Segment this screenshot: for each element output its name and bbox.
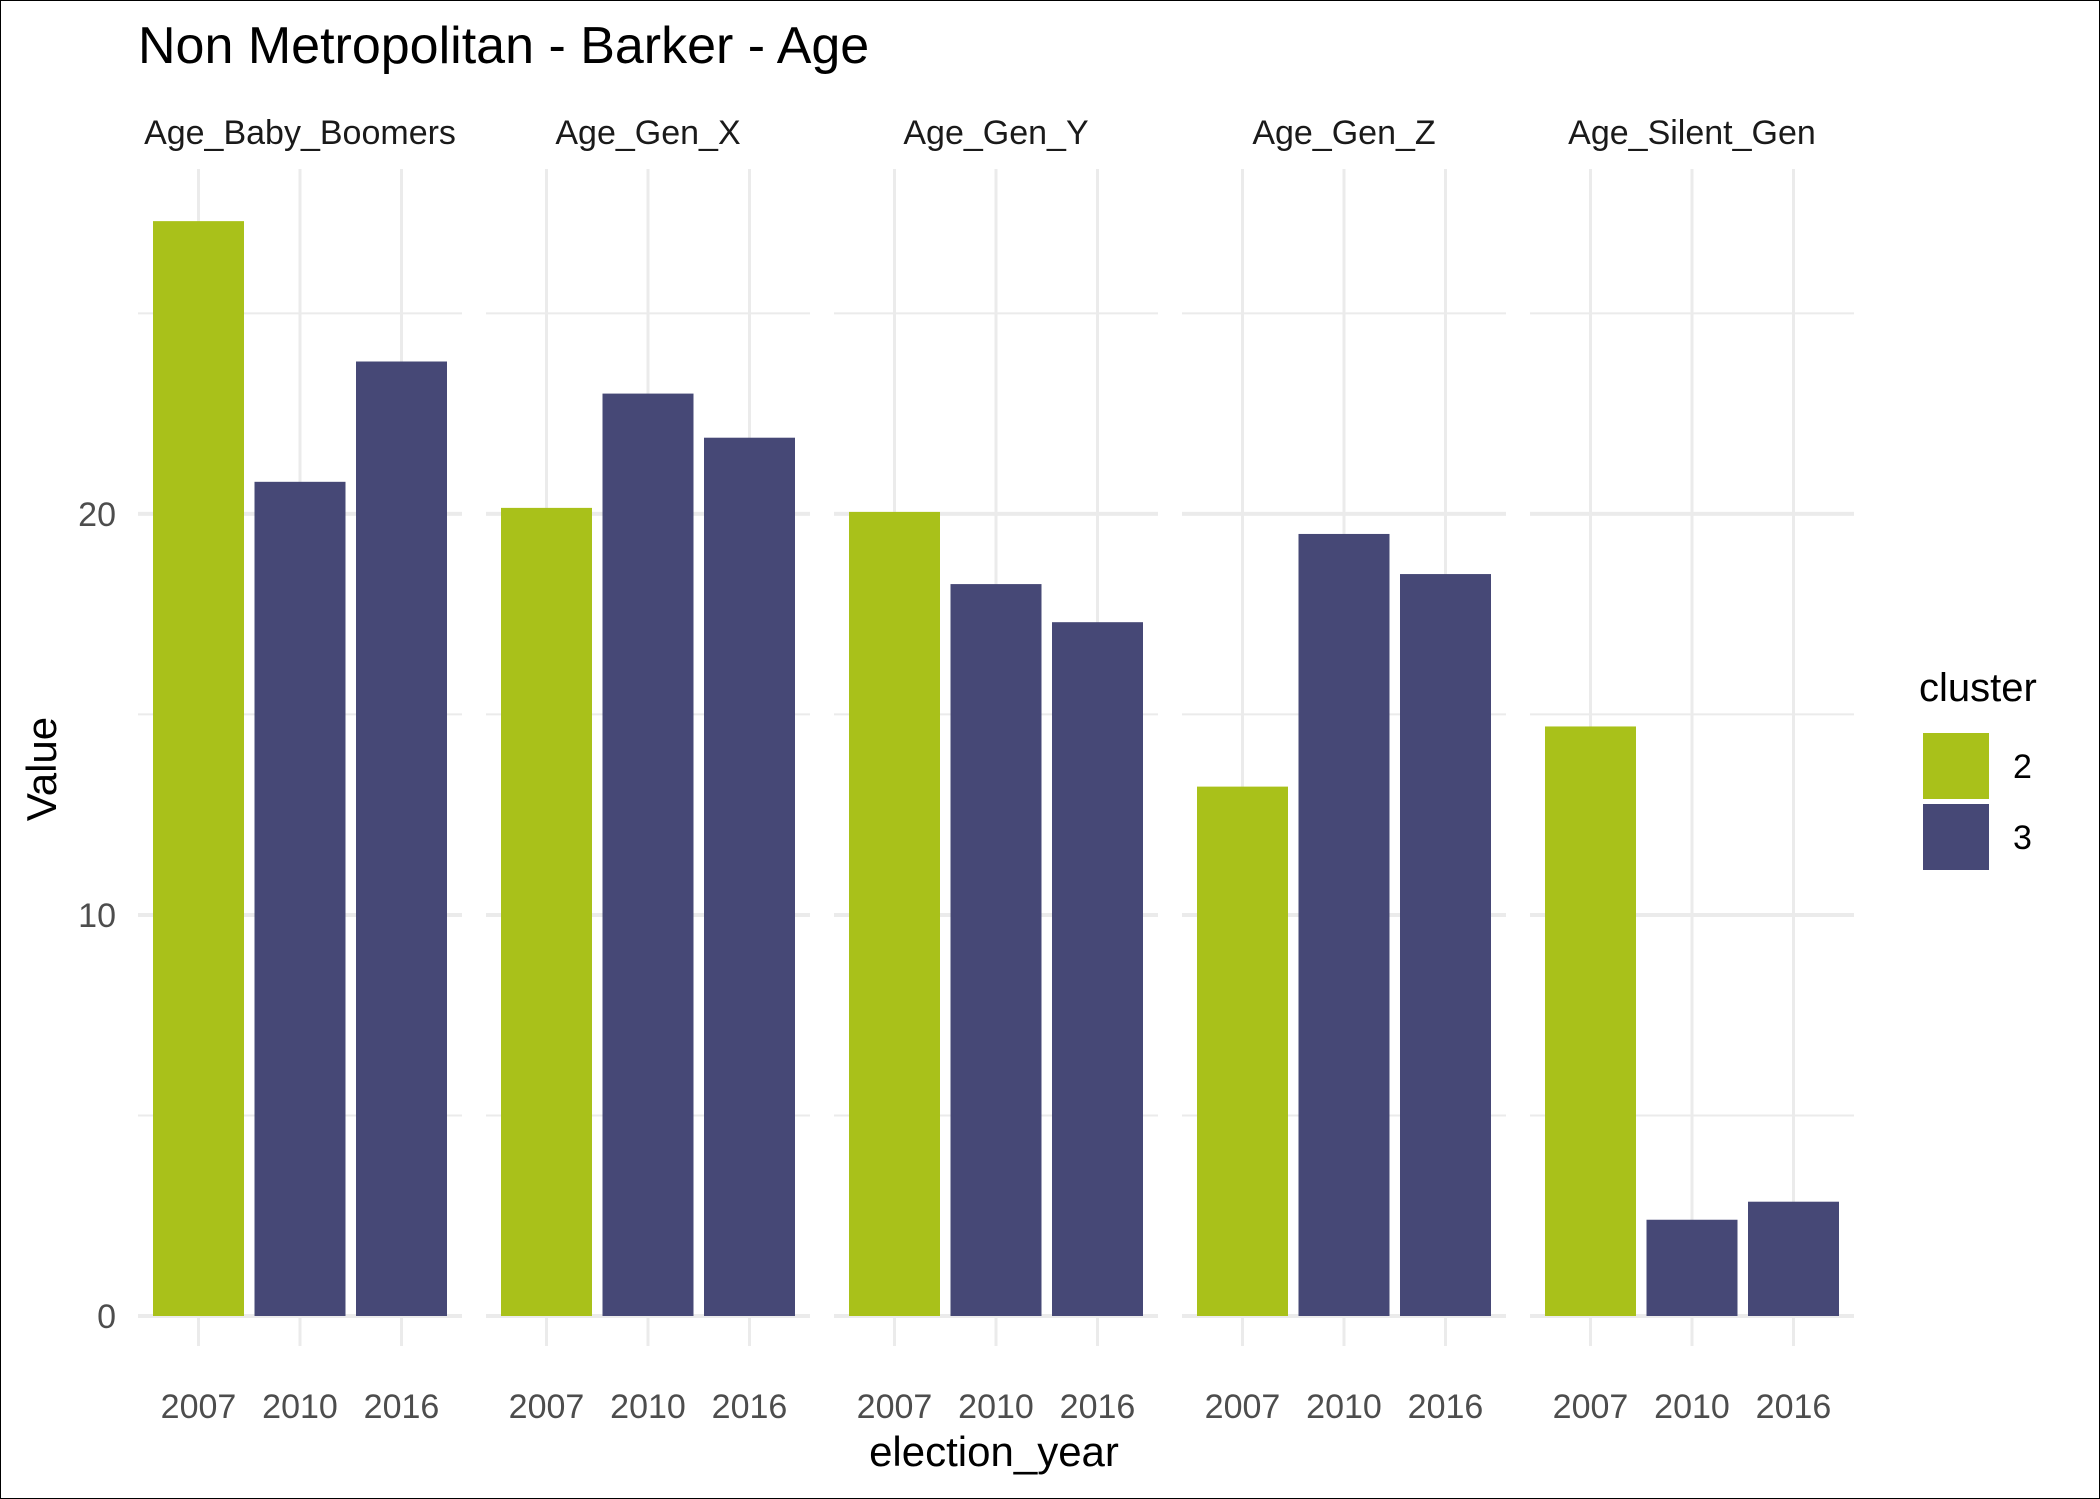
facet-label: Age_Gen_X — [555, 114, 740, 152]
bar-Age_Silent_Gen-2010 — [1646, 1219, 1738, 1316]
x-tick-label: 2016 — [712, 1388, 788, 1426]
legend-title: cluster — [1919, 666, 2037, 710]
y-tick-label: 0 — [97, 1298, 116, 1336]
bar-Age_Gen_Y-2007 — [849, 511, 940, 1316]
bar-Age_Gen_Z-2007 — [1197, 786, 1288, 1316]
x-tick-label: 2010 — [262, 1388, 338, 1426]
bar-Age_Gen_Z-2010 — [1298, 533, 1390, 1316]
facet-panels: 2007 2010 2016 Age_Baby_Boomers 2007 2010 2016… — [138, 114, 1854, 1426]
facet-label: Age_Gen_Y — [903, 114, 1088, 152]
bar-Age_Gen_Z-2016 — [1400, 574, 1491, 1316]
facet-panel: 2007 2010 2016 Age_Gen_Z — [1182, 114, 1506, 1426]
bar-Age_Gen_X-2010 — [602, 393, 694, 1316]
x-tick-label: 2007 — [1205, 1388, 1281, 1426]
x-tick-label: 2007 — [509, 1388, 585, 1426]
x-tick-label: 2016 — [364, 1388, 440, 1426]
x-tick-label: 2010 — [1306, 1388, 1382, 1426]
legend-swatch — [1923, 733, 1989, 799]
facet-label: Age_Gen_Z — [1252, 114, 1435, 152]
x-tick-label: 2010 — [958, 1388, 1034, 1426]
y-tick-label: 20 — [78, 496, 116, 534]
facet-label: Age_Baby_Boomers — [144, 114, 456, 152]
chart-title: Non Metropolitan - Barker - Age — [138, 17, 869, 75]
y-tick-label: 10 — [78, 897, 116, 935]
bar-Age_Gen_X-2016 — [704, 437, 795, 1317]
bar-Age_Gen_Y-2010 — [950, 584, 1042, 1316]
x-tick-label: 2010 — [610, 1388, 686, 1426]
facet-panel: 2007 2010 2016 Age_Gen_Y — [834, 114, 1158, 1426]
x-tick-label: 2010 — [1654, 1388, 1730, 1426]
facet-panel: 2007 2010 2016 Age_Baby_Boomers — [138, 114, 462, 1426]
legend-label: 3 — [2013, 819, 2032, 857]
y-axis: 0 10 20 — [78, 496, 116, 1336]
x-tick-label: 2016 — [1060, 1388, 1136, 1426]
facet-panel: 2007 2010 2016 Age_Gen_X — [486, 114, 810, 1426]
bar-Age_Gen_Y-2016 — [1052, 622, 1143, 1316]
bar-Age_Baby_Boomers-2007 — [153, 221, 244, 1317]
bar-Age_Silent_Gen-2007 — [1545, 726, 1636, 1316]
legend-swatch — [1923, 804, 1989, 870]
x-tick-label: 2007 — [1553, 1388, 1629, 1426]
x-axis-title: election_year — [869, 1428, 1119, 1475]
bar-Age_Baby_Boomers-2016 — [356, 361, 447, 1316]
x-tick-label: 2016 — [1408, 1388, 1484, 1426]
facet-panel: 2007 2010 2016 Age_Silent_Gen — [1530, 114, 1854, 1426]
x-tick-label: 2007 — [161, 1388, 237, 1426]
bar-Age_Baby_Boomers-2010 — [254, 481, 346, 1316]
y-axis-title: Value — [18, 717, 65, 821]
bar-Age_Gen_X-2007 — [501, 507, 592, 1316]
legend: cluster 2 3 — [1919, 666, 2037, 870]
x-tick-label: 2007 — [857, 1388, 933, 1426]
bar-Age_Silent_Gen-2016 — [1748, 1201, 1839, 1316]
x-tick-label: 2016 — [1756, 1388, 1832, 1426]
facet-label: Age_Silent_Gen — [1568, 114, 1816, 152]
legend-label: 2 — [2013, 748, 2032, 786]
